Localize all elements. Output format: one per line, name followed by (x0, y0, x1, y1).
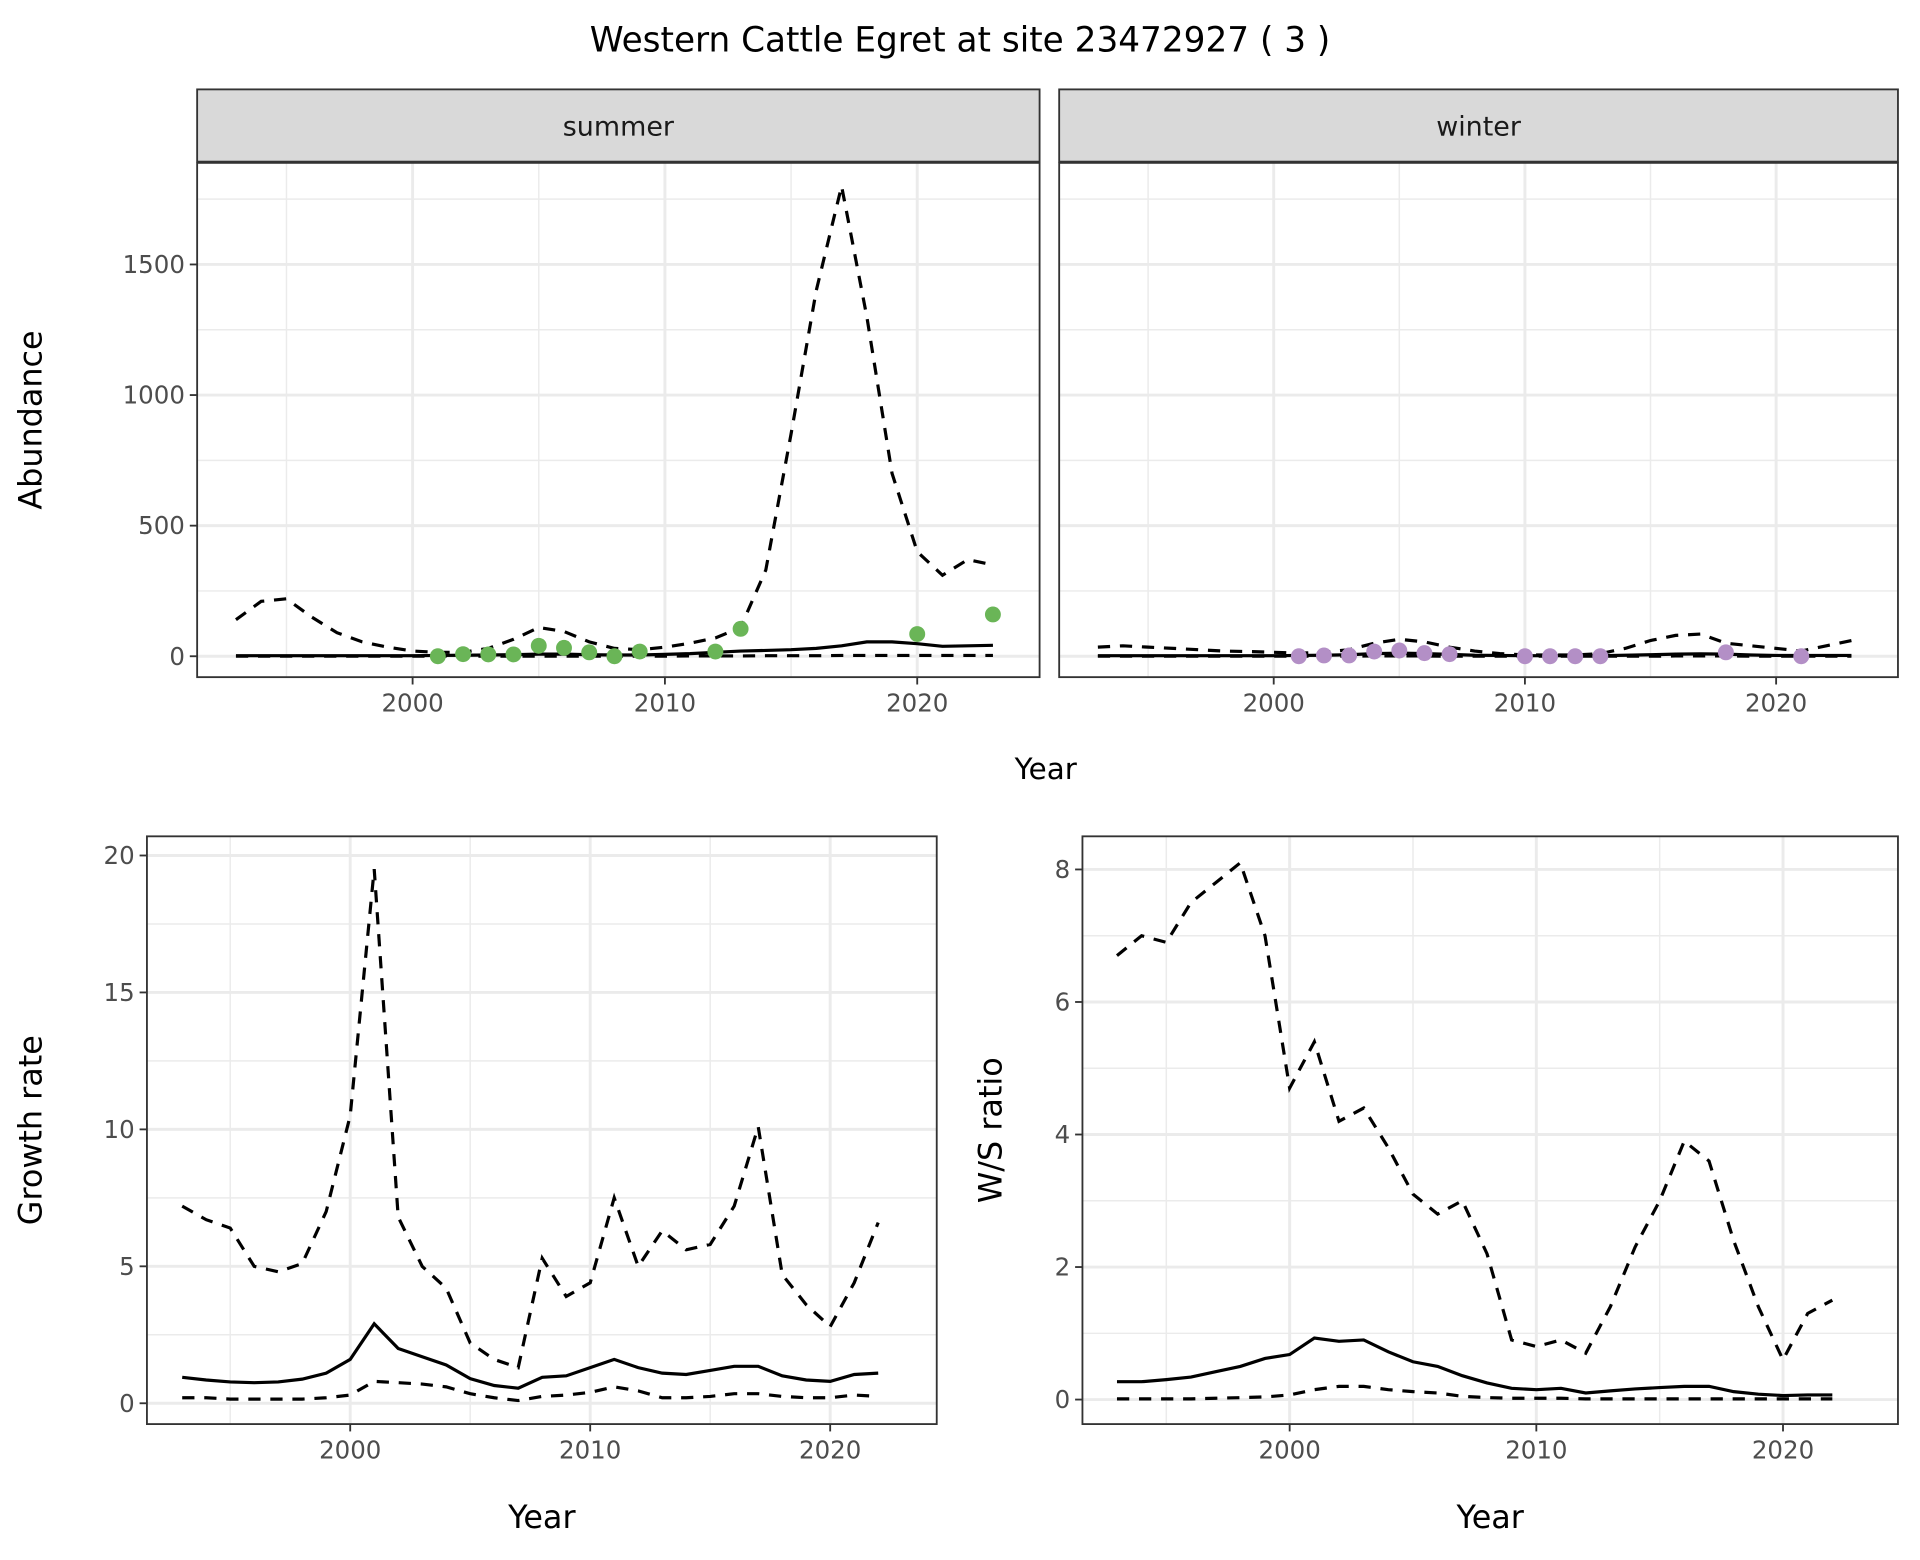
panel-ratio: 2000 2010 2020 0 2 4 6 8 W/S ratio Year (972, 835, 1899, 1536)
data-point (505, 646, 522, 663)
data-point (1793, 648, 1810, 665)
y-axis-label: Abundance (12, 330, 50, 509)
series-line-lower (182, 1379, 879, 1403)
y-axis-label: W/S ratio (972, 1057, 1010, 1203)
x-tick-label: 2000 (1243, 688, 1305, 717)
y-tick-label: 5 (119, 1252, 135, 1281)
data-point (429, 648, 446, 665)
panel-summer: summer 2000 2010 2020 0 500 1000 1500 Abundance (12, 88, 1041, 717)
series-line-lower (1116, 1384, 1833, 1401)
data-point (455, 646, 472, 663)
data-point (581, 644, 598, 661)
x-tick-label: 2010 (1494, 688, 1556, 717)
data-point (1366, 643, 1383, 660)
series-line-upper (1097, 632, 1852, 657)
x-tick-label: 2010 (559, 1435, 621, 1464)
y-tick-label: 4 (1055, 1120, 1071, 1149)
x-tick-label: 2000 (381, 688, 443, 717)
data-point (1315, 647, 1332, 664)
x-tick-label: 2000 (319, 1435, 381, 1464)
x-tick-label: 2020 (799, 1435, 861, 1464)
data-point (1416, 645, 1433, 662)
chart-title: Western Cattle Egret at site 23472927 ( … (590, 20, 1331, 60)
y-tick-label: 1000 (123, 381, 185, 410)
data-point (984, 606, 1001, 623)
series-line-upper (181, 868, 880, 1370)
plot-background (197, 162, 1040, 678)
panel-border (1058, 161, 1899, 679)
x-tick-label: 2020 (1752, 1435, 1814, 1464)
plot-background (1082, 836, 1898, 1425)
panel-border (1081, 835, 1899, 1425)
data-point (530, 637, 547, 654)
y-axis-label: Growth rate (12, 1035, 50, 1225)
y-tick-label: 0 (119, 1389, 135, 1418)
series-line-estimate (1116, 1336, 1833, 1398)
data-point (480, 646, 497, 663)
data-point (1592, 648, 1609, 665)
y-tick-label: 20 (104, 841, 135, 870)
x-tick-label: 2020 (1745, 688, 1807, 717)
y-tick-label: 8 (1055, 855, 1071, 884)
data-point (1542, 648, 1558, 665)
plot-background (1059, 162, 1898, 678)
panel-growth: 2000 2010 2020 0 5 10 15 20 Growth rate Year (12, 835, 938, 1536)
data-point (1441, 646, 1458, 663)
facet-strip-label: summer (563, 111, 675, 142)
data-point (1717, 644, 1734, 661)
data-point (556, 639, 572, 656)
panel-border (146, 835, 938, 1425)
y-tick-label: 15 (104, 978, 135, 1007)
data-point (1341, 647, 1358, 664)
y-tick-label: 6 (1055, 988, 1071, 1017)
x-axis-label: Year (507, 1498, 576, 1536)
y-tick-label: 0 (169, 642, 185, 671)
y-tick-label: 10 (104, 1115, 135, 1144)
data-point (1567, 648, 1584, 665)
panel-winter: winter 2000 2010 2020 (1058, 88, 1899, 717)
shared-x-axis-label: Year (1014, 752, 1078, 786)
data-point (909, 626, 926, 643)
y-tick-label: 0 (1055, 1385, 1071, 1414)
panel-border (196, 161, 1041, 679)
series-line-upper (1115, 860, 1834, 1364)
series-line-estimate (182, 1321, 879, 1390)
y-tick-label: 2 (1055, 1253, 1071, 1282)
x-tick-label: 2010 (634, 688, 696, 717)
y-tick-label: 1500 (123, 250, 185, 279)
x-tick-label: 2010 (1505, 1435, 1567, 1464)
facet-strip (1058, 88, 1899, 163)
facet-strip (196, 88, 1041, 163)
data-point (1516, 648, 1533, 665)
x-axis-label: Year (1456, 1498, 1525, 1536)
x-tick-label: 2000 (1259, 1435, 1321, 1464)
y-tick-label: 500 (138, 511, 185, 540)
x-tick-label: 2020 (886, 688, 948, 717)
data-point (606, 648, 623, 665)
data-point (707, 643, 724, 660)
data-point (732, 620, 749, 637)
data-point (1290, 648, 1307, 665)
data-point (631, 643, 648, 660)
data-point (1391, 642, 1408, 659)
facet-strip-label: winter (1436, 111, 1522, 142)
